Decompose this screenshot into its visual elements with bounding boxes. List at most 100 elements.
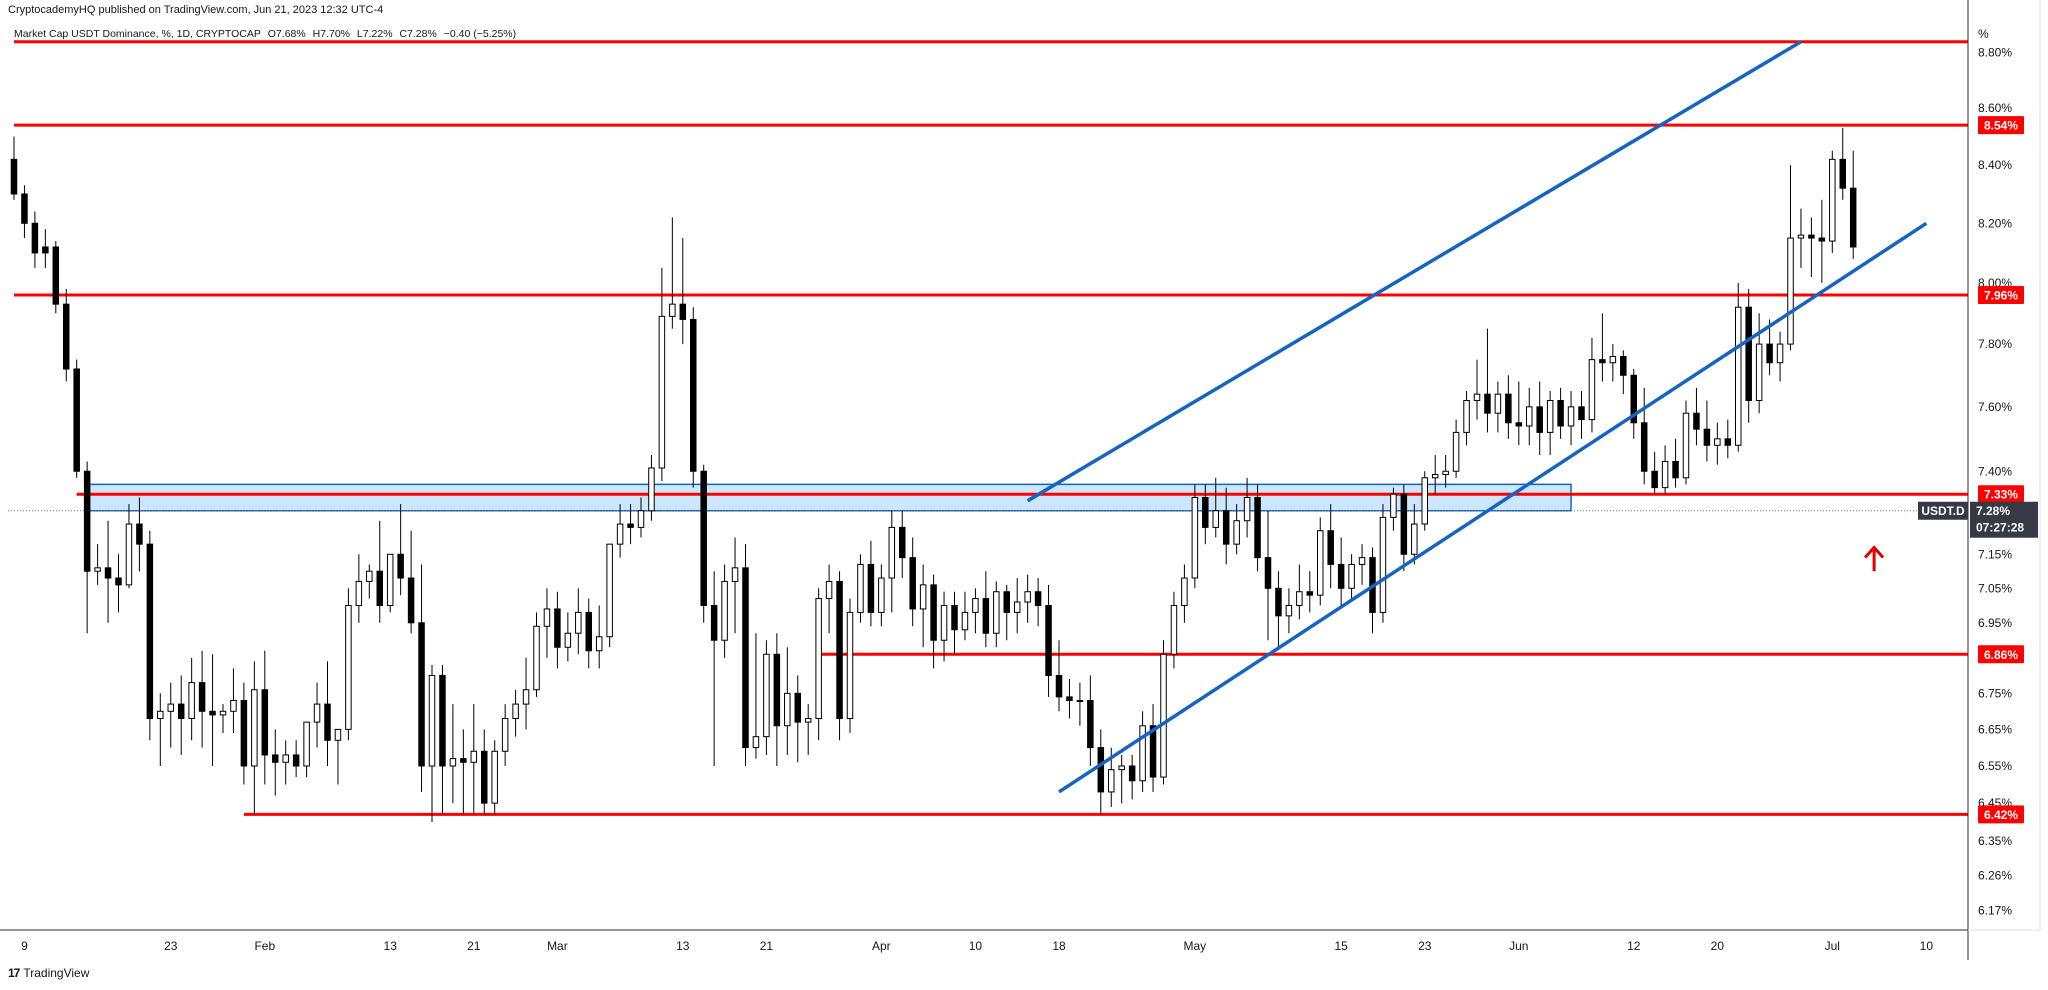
symbol-tag-text: USDT.D [1921,504,1965,518]
level-badge-text: 7.96% [1984,289,2018,303]
candle-body-down [554,608,561,648]
candle-body-up [1108,769,1115,793]
candle-body-down [52,246,60,305]
candle-body-up [1494,393,1502,414]
x-tick-label: 10 [969,939,983,953]
candle-body-up [1348,563,1355,589]
candle-body-down [1651,470,1658,489]
x-tick-label: 13 [384,939,398,953]
candle-body-up [1212,510,1219,528]
candle-body-down [627,523,634,528]
candle-body-down [1578,406,1585,421]
horizontal-levels-layer [8,40,1968,816]
candle-body-up [167,703,174,712]
ohlc-low: L7.22% [356,28,393,40]
candle-body-down [742,567,749,749]
candle-body-up [1463,399,1470,433]
candle-body-up [564,632,572,648]
x-tick-label: 13 [676,939,690,953]
channel-line [1026,40,1802,503]
symbol-tag [1918,501,1968,520]
candle-body-down [1703,428,1711,446]
candle-body-up [1139,725,1146,782]
x-tick-label: Jul [1825,939,1840,953]
candle-body-down [899,526,906,559]
candle-body-down [1599,359,1606,364]
candle-body-up [972,598,979,613]
candle-body-up [1181,577,1188,606]
price-badges-layer: 8.54% 7.96% 7.33% 6.86% 6.42% USDT.D 7.28% 07:2… [1918,116,2038,824]
candle-body-up [846,611,854,720]
candle-body-down [104,567,112,579]
candle-body-up [1358,557,1366,565]
candle-body-down [10,158,18,195]
candle-body-down [209,710,216,716]
x-tick-label: 21 [467,939,481,953]
candle-body-up [1160,653,1167,778]
candle-body-up [1714,438,1721,446]
candle-body-up [1118,765,1125,771]
candle-body-down [1254,497,1261,559]
y-tick-label: 8.20% [1978,216,2012,230]
candle-body-down [982,598,990,634]
candle-body-down [240,699,248,767]
candle-body-down [1306,591,1314,596]
candle-body-down [690,318,697,472]
x-tick-label: May [1184,939,1207,953]
candle-body-down [324,703,331,741]
candle-body-down [794,692,801,723]
y-tick-label: 7.80% [1978,337,2012,351]
candle-body-up [219,710,227,716]
ohlc-close: C7.28% [399,28,437,40]
ohlc-high: H7.70% [312,28,350,40]
candle-body-down [439,675,446,767]
candle-body-up [230,699,237,712]
support-zone-rect [86,483,1572,512]
last-price-text: 7.28% [1976,504,2010,518]
candle-body-down [1202,497,1209,528]
x-tick-label: Feb [254,939,275,953]
candle-body-up [575,611,582,634]
candle-body-up [1317,530,1324,596]
tradingview-logo[interactable]: 17 TradingView [8,966,89,980]
y-tick-label: 6.65% [1978,722,2012,736]
y-tick-label: 7.05% [1978,581,2012,595]
candle-body-down [1055,675,1063,698]
candle-body-down [1484,393,1491,414]
y-tick-label: 6.17% [1978,903,2012,917]
candle-body-down [836,580,843,720]
level-badge-text: 6.42% [1984,808,2018,822]
candle-body-up [1609,356,1617,364]
candles-layer [10,127,1857,822]
candle-body-up [386,553,394,606]
candle-body-down [867,563,875,613]
candle-body-down [146,543,154,720]
candle-body-up [595,636,603,652]
y-tick-label: 7.60% [1978,400,2012,414]
candle-body-up [606,543,613,638]
candle-body-up [366,570,373,582]
candle-body-up [648,467,655,512]
candle-body-up [1390,493,1397,518]
candle-body-up [993,591,1000,634]
candle-body-up [1013,601,1021,613]
candle-body-up [533,625,540,691]
candle-body-down [710,604,718,641]
candle-body-down [1536,406,1543,433]
candle-body-up [1285,604,1293,617]
candle-body-up [1546,399,1554,433]
candle-body-down [1066,696,1073,701]
x-tick-label: 21 [760,939,774,953]
y-tick-label: 8.40% [1978,158,2012,172]
level-badge-text: 6.86% [1984,648,2018,662]
candle-body-up [888,526,896,579]
candle-body-down [292,754,300,767]
candle-body-up [658,315,666,469]
candle-body-up [1526,406,1533,427]
y-tick-label: 6.26% [1978,868,2012,882]
candle-body-up [501,718,509,752]
candle-body-down [418,622,425,767]
candle-body-down [930,584,937,641]
y-tick-label: 6.35% [1978,834,2012,848]
